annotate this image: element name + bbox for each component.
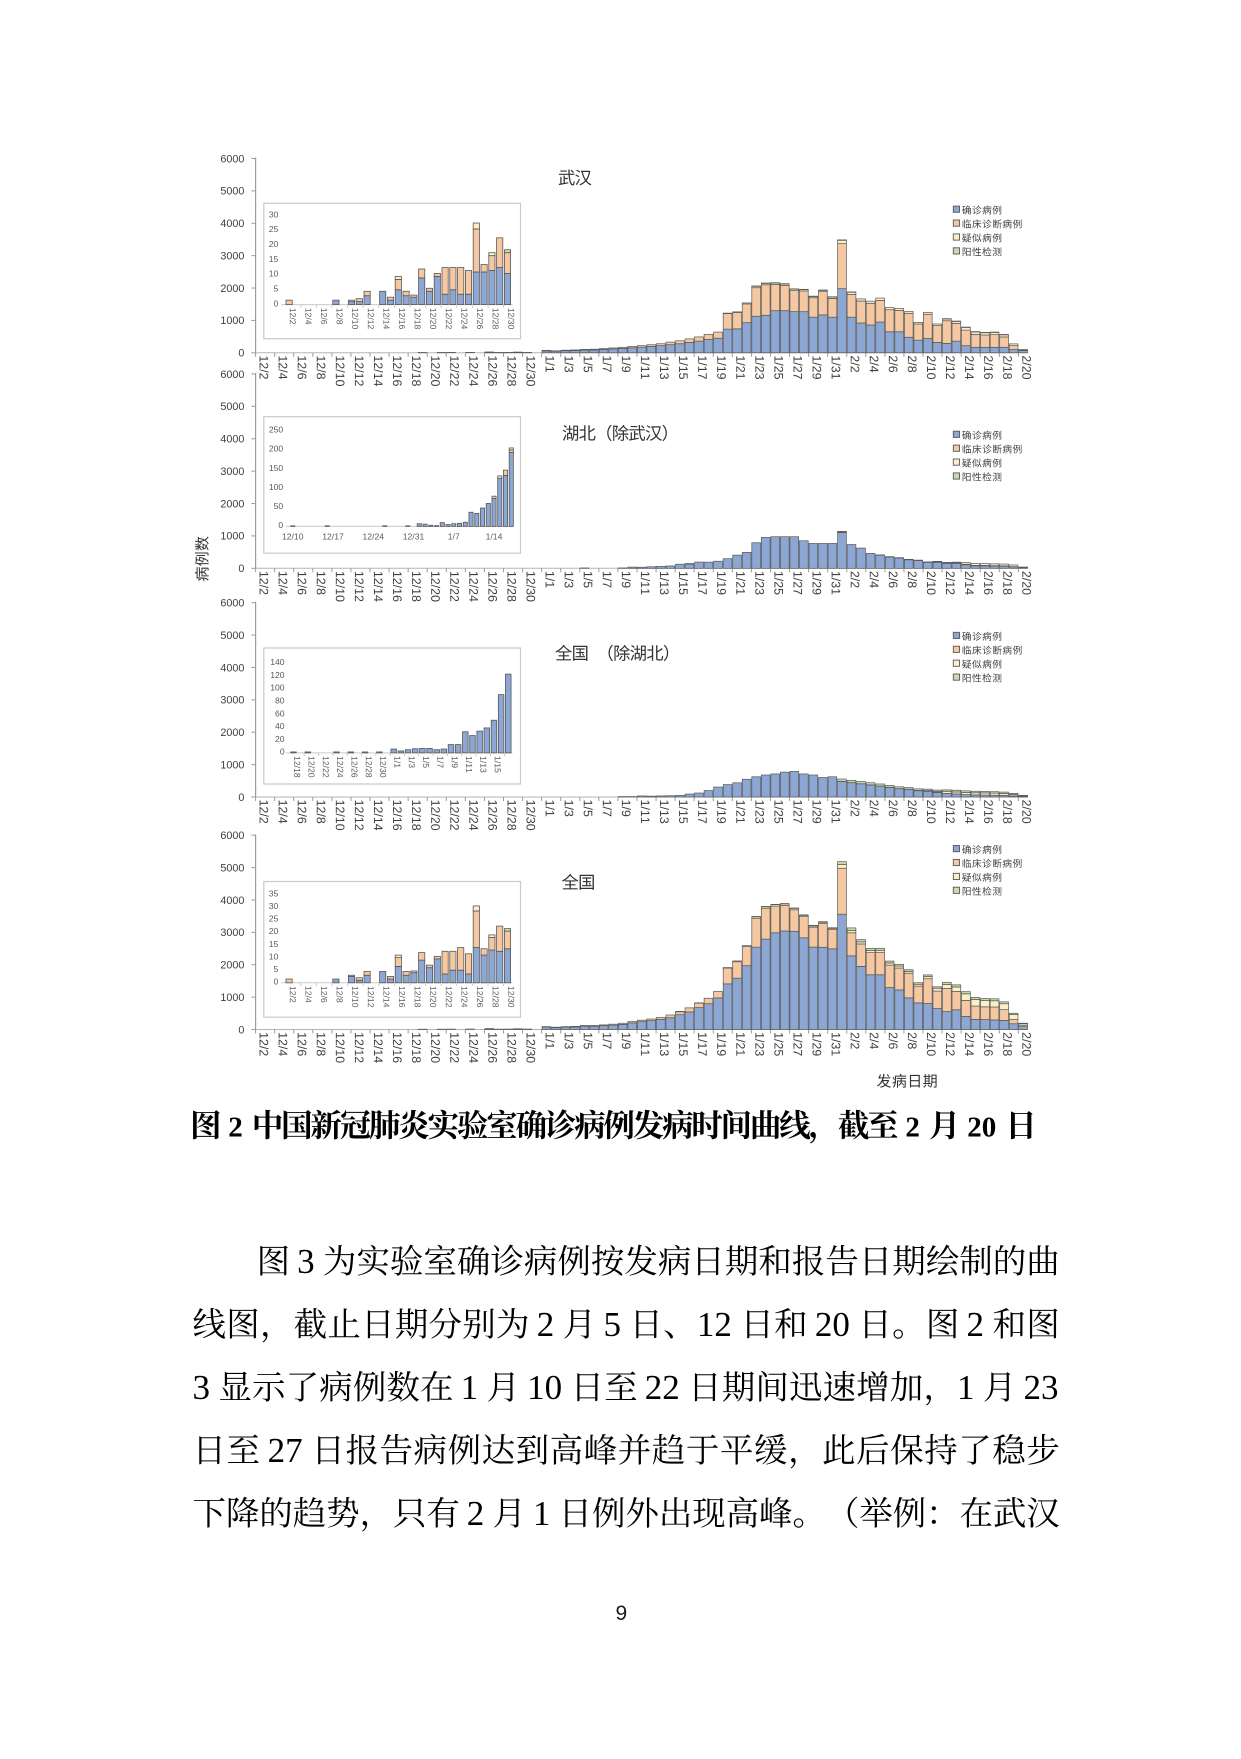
svg-text:23: 23	[1024, 1368, 1059, 1407]
svg-text:1000: 1000	[220, 531, 244, 543]
svg-text:30: 30	[269, 209, 279, 219]
svg-text:20: 20	[967, 1112, 996, 1144]
svg-text:2000: 2000	[220, 960, 244, 972]
svg-text:5: 5	[603, 1305, 621, 1344]
svg-text:25: 25	[269, 914, 279, 924]
svg-text:3000: 3000	[220, 466, 244, 478]
svg-text:35: 35	[269, 888, 279, 898]
svg-text:2: 2	[537, 1305, 555, 1344]
svg-text:15: 15	[269, 254, 279, 264]
svg-text:0: 0	[274, 298, 279, 308]
svg-text:120: 120	[270, 670, 285, 680]
svg-text:150: 150	[269, 463, 284, 473]
svg-text:4000: 4000	[220, 895, 244, 907]
svg-text:4000: 4000	[220, 662, 244, 674]
svg-text:0: 0	[280, 747, 285, 757]
svg-text:30: 30	[269, 901, 279, 911]
svg-text:25: 25	[269, 224, 279, 234]
svg-text:3000: 3000	[220, 695, 244, 707]
svg-text:0: 0	[274, 977, 279, 987]
svg-text:0: 0	[238, 1024, 244, 1036]
svg-text:5000: 5000	[220, 186, 244, 198]
svg-text:5000: 5000	[220, 862, 244, 874]
svg-text:12: 12	[697, 1305, 732, 1344]
svg-text:1000: 1000	[220, 759, 244, 771]
svg-text:22: 22	[645, 1368, 680, 1407]
svg-text:140: 140	[270, 657, 285, 667]
svg-text:1/7: 1/7	[448, 531, 460, 541]
svg-text:1000: 1000	[220, 992, 244, 1004]
svg-text:27: 27	[268, 1431, 303, 1470]
svg-text:1: 1	[957, 1368, 975, 1407]
svg-text:250: 250	[269, 425, 284, 435]
svg-text:100: 100	[269, 482, 284, 492]
svg-text:9: 9	[616, 1602, 628, 1625]
svg-text:5000: 5000	[220, 630, 244, 642]
svg-text:12/24: 12/24	[363, 531, 385, 541]
svg-text:10: 10	[527, 1368, 562, 1407]
svg-text:6000: 6000	[220, 369, 244, 381]
svg-text:2: 2	[905, 1112, 920, 1144]
svg-text:50: 50	[274, 501, 284, 511]
svg-text:2: 2	[967, 1305, 985, 1344]
svg-text:2000: 2000	[220, 727, 244, 739]
svg-text:6000: 6000	[220, 153, 244, 165]
svg-text:5000: 5000	[220, 401, 244, 413]
svg-text:3: 3	[297, 1242, 315, 1281]
svg-text:20: 20	[269, 926, 279, 936]
svg-text:12/10: 12/10	[282, 531, 304, 541]
svg-text:60: 60	[275, 708, 285, 718]
svg-text:6000: 6000	[220, 830, 244, 842]
svg-text:2: 2	[228, 1112, 243, 1144]
svg-text:80: 80	[275, 695, 285, 705]
svg-text:0: 0	[238, 348, 244, 360]
svg-text:12/17: 12/17	[322, 531, 344, 541]
svg-text:0: 0	[238, 792, 244, 804]
svg-text:100: 100	[270, 683, 285, 693]
svg-text:2000: 2000	[220, 498, 244, 510]
svg-text:3: 3	[193, 1368, 211, 1407]
svg-text:4000: 4000	[220, 218, 244, 230]
svg-text:6000: 6000	[220, 598, 244, 610]
svg-text:4000: 4000	[220, 434, 244, 446]
svg-text:10: 10	[269, 951, 279, 961]
svg-text:12/31: 12/31	[403, 531, 425, 541]
svg-text:1/14: 1/14	[486, 531, 503, 541]
svg-text:15: 15	[269, 939, 279, 949]
svg-text:1: 1	[461, 1368, 479, 1407]
svg-text:2: 2	[467, 1494, 485, 1533]
svg-text:0: 0	[278, 520, 283, 530]
svg-text:3000: 3000	[220, 927, 244, 939]
svg-text:200: 200	[269, 444, 284, 454]
svg-text:1: 1	[533, 1494, 551, 1533]
svg-text:5: 5	[274, 284, 279, 294]
svg-text:3000: 3000	[220, 250, 244, 262]
svg-text:20: 20	[815, 1305, 850, 1344]
svg-text:10: 10	[269, 269, 279, 279]
svg-text:5: 5	[274, 964, 279, 974]
svg-text:0: 0	[238, 563, 244, 575]
svg-text:1000: 1000	[220, 315, 244, 327]
svg-text:2000: 2000	[220, 283, 244, 295]
svg-text:20: 20	[275, 734, 285, 744]
svg-text:20: 20	[269, 239, 279, 249]
svg-text:40: 40	[275, 721, 285, 731]
